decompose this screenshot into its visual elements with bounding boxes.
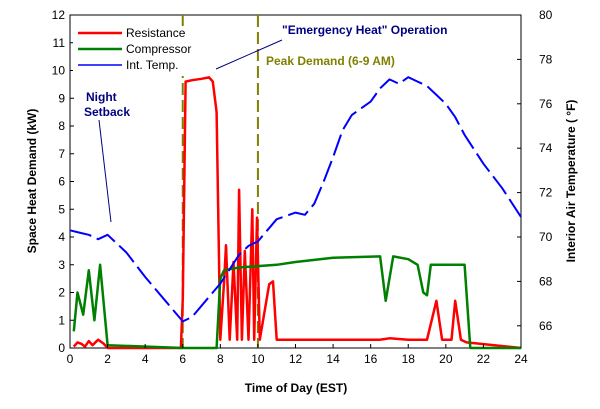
y-tick-label: 9	[58, 91, 65, 105]
emergency-heat-pointer	[215, 39, 283, 70]
y2-tick-label: 76	[539, 97, 553, 111]
y-tick-label: 8	[58, 119, 65, 133]
x-tick-label: 24	[514, 352, 528, 366]
y2-tick-label: 78	[539, 52, 553, 66]
y2-tick-label: 80	[539, 8, 553, 22]
bottom-axis: 0 2 4 6 8 10 12 14 16 18 20 22 24	[67, 344, 528, 366]
legend: Resistance Compressor Int. Temp.	[73, 26, 208, 76]
x-tick-label: 0	[67, 352, 74, 366]
y2-tick-label: 70	[539, 230, 553, 244]
y2-tick-label: 72	[539, 186, 553, 200]
y-tick-label: 3	[58, 258, 65, 272]
y-tick-label: 12	[52, 8, 66, 22]
y-tick-label: 11	[53, 36, 66, 50]
y-axis-title: Space Heat Demand (kW)	[25, 109, 39, 254]
x-tick-label: 4	[142, 352, 149, 366]
legend-label-temperature: Int. Temp.	[126, 58, 178, 72]
legend-label-compressor: Compressor	[126, 42, 191, 56]
y-tick-label: 10	[52, 64, 66, 78]
annotation-night-line1: Night	[86, 90, 117, 104]
x-tick-label: 20	[439, 352, 453, 366]
x-tick-label: 16	[364, 352, 378, 366]
night-setback-pointer	[98, 119, 112, 223]
x-tick-label: 6	[179, 352, 186, 366]
y-tick-label: 6	[58, 175, 65, 189]
annotation-night-line2: Setback	[84, 105, 130, 119]
x-tick-label: 22	[477, 352, 491, 366]
y-tick-label: 2	[58, 286, 65, 300]
x-tick-label: 10	[251, 352, 265, 366]
x-axis-title: Time of Day (EST)	[245, 381, 347, 395]
y-tick-label: 0	[58, 341, 65, 355]
y2-tick-label: 68	[539, 274, 553, 288]
x-tick-label: 8	[217, 352, 224, 366]
y2-tick-label: 74	[539, 141, 553, 155]
y2-tick-label: 66	[539, 319, 553, 333]
y2-axis-title: Interior Air Temperature ( °F)	[564, 100, 578, 263]
compressor-series-line	[72, 255, 521, 350]
y-tick-label: 7	[58, 147, 65, 161]
y-tick-label: 1	[58, 313, 65, 327]
series-layer	[69, 76, 522, 350]
resistance-series-line	[72, 76, 522, 350]
y-tick-label: 5	[58, 202, 65, 216]
annotation-emergency: "Emergency Heat" Operation	[282, 23, 447, 37]
x-tick-label: 2	[104, 352, 111, 366]
x-tick-label: 12	[289, 352, 303, 366]
legend-background	[73, 26, 208, 76]
temperature-series-line	[69, 76, 522, 323]
x-tick-label: 14	[326, 352, 340, 366]
y-tick-label: 4	[58, 230, 65, 244]
annotation-peak: Peak Demand (6-9 AM)	[266, 54, 395, 68]
right-axis: 66 68 70 72 74 76 78 80	[517, 8, 553, 333]
x-tick-label: 18	[402, 352, 416, 366]
legend-label-resistance: Resistance	[126, 26, 186, 40]
